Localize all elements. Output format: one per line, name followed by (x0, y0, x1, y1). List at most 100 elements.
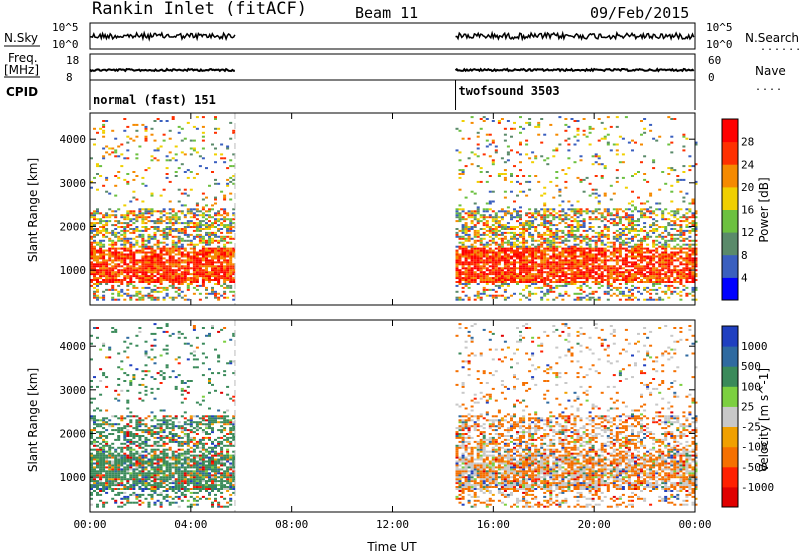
rti-cell (123, 495, 127, 498)
rti-cell (624, 271, 628, 274)
rti-cell (479, 296, 483, 299)
rti-cell (132, 196, 136, 199)
rti-cell (476, 263, 480, 266)
rti-cell (491, 239, 495, 242)
rti-cell (117, 466, 121, 469)
rti-cell (226, 261, 230, 264)
rti-cell (655, 255, 659, 258)
rti-cell (513, 226, 516, 228)
rti-cell (162, 273, 166, 276)
rti-cell (461, 255, 465, 258)
rti-cell (132, 294, 136, 297)
rti-cell (476, 257, 480, 260)
rti-cell (123, 249, 127, 252)
rti-cell (506, 296, 510, 299)
rti-cell (594, 196, 598, 199)
rti-cell (582, 133, 586, 136)
rti-cell (129, 261, 133, 264)
rti-cell (519, 251, 522, 254)
rti-cell (555, 133, 559, 136)
rti-cell (464, 271, 468, 274)
rti-cell (516, 220, 519, 223)
rti-cell (467, 277, 471, 280)
rti-cell (458, 283, 462, 285)
rti-cell (211, 222, 214, 225)
rti-cell (217, 257, 221, 260)
rti-cell (90, 442, 93, 445)
rti-cell (694, 265, 698, 268)
rti-cell (522, 190, 526, 193)
rti-cell (183, 279, 187, 281)
rti-cell (543, 249, 547, 252)
rti-cell (461, 208, 465, 211)
rti-cell (679, 279, 683, 281)
rti-cell (564, 275, 568, 278)
rti-cell (540, 243, 544, 246)
rti-cell (482, 243, 486, 246)
rti-cell (177, 247, 181, 250)
rti-cell (603, 290, 607, 293)
rti-cell (603, 255, 607, 258)
rti-cell (90, 466, 93, 469)
rti-cell (682, 267, 686, 270)
rti-cell (461, 169, 465, 172)
rti-cell (93, 265, 96, 268)
rti-cell (476, 273, 480, 276)
rti-cell (226, 249, 230, 252)
rti-cell (177, 294, 181, 297)
rti-cell (99, 253, 103, 256)
rti-cell (208, 237, 211, 240)
rti-cell (510, 273, 513, 276)
rti-cell (150, 265, 154, 268)
rti-cell (591, 188, 595, 191)
rti-cell (552, 267, 556, 270)
rti-cell (591, 210, 595, 213)
rti-cell (126, 216, 130, 219)
rti-cell (543, 218, 547, 221)
rti-cell (582, 255, 586, 258)
rti-cell (126, 472, 130, 475)
rti-cell (573, 253, 577, 256)
rti-cell (144, 263, 148, 266)
rti-cell (534, 210, 538, 213)
rti-cell (90, 271, 93, 274)
rti-cell (652, 210, 656, 213)
rti-cell (214, 292, 217, 295)
rti-cell (649, 226, 653, 228)
rti-cell (165, 159, 169, 162)
rti-cell (634, 261, 637, 264)
rti-cell (534, 286, 538, 289)
rti-cell (102, 431, 106, 434)
rti-cell (627, 216, 631, 219)
rti-cell (543, 231, 547, 234)
rti-cell (615, 247, 619, 250)
rti-cell (627, 269, 631, 272)
rti-cell (96, 298, 99, 301)
rti-cell (685, 277, 689, 280)
rti-cell (226, 247, 230, 250)
rti-cell (232, 129, 236, 132)
rti-cell (174, 263, 178, 266)
rti-cell (564, 118, 568, 120)
rti-cell (637, 277, 640, 280)
rti-cell (117, 458, 121, 461)
rti-cell (108, 464, 112, 467)
rti-cell (132, 476, 136, 479)
rti-cell (491, 139, 495, 142)
rti-cell (147, 212, 151, 215)
rti-cell (513, 216, 516, 219)
rti-cell (497, 281, 501, 283)
rti-cell (567, 226, 571, 228)
rti-cell (591, 229, 595, 232)
rti-cell (624, 237, 628, 240)
rti-cell (673, 277, 677, 280)
rti-cell (135, 241, 139, 244)
rti-cell (111, 433, 115, 435)
rti-cell (567, 208, 571, 211)
rti-cell (606, 255, 610, 258)
rti-cell (144, 486, 148, 488)
rti-cell (606, 233, 610, 236)
rti-cell (627, 141, 631, 144)
rti-cell (564, 216, 568, 219)
